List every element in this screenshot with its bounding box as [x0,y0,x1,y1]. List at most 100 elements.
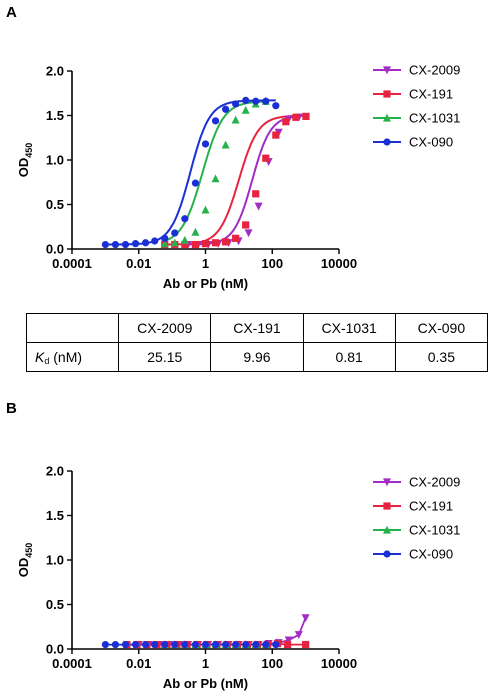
data-point-cx090 [242,96,250,104]
y-tick-label: 1.0 [46,153,64,168]
data-point-cx090 [232,100,240,108]
x-tick-label: 10000 [321,656,357,671]
data-point-cx191 [272,131,280,139]
legend-label-cx090: CX-090 [409,135,453,150]
legend-label-cx1031: CX-1031 [409,111,460,126]
legend-label-cx191: CX-191 [409,499,453,514]
data-point-cx090 [111,240,120,249]
data-point-cx090 [131,640,140,649]
x-tick-label: 0.01 [126,656,151,671]
data-point-cx090 [242,640,250,649]
data-point-cx2009 [294,631,303,639]
kd-value-cx2009: 25.15 [118,342,212,372]
data-point-cx2009 [244,229,253,238]
data-point-cx090 [252,97,260,105]
data-point-cx090 [161,640,169,649]
data-point-cx1031 [221,140,230,149]
x-tick-label: 100 [261,656,283,671]
legend-marker-cx191 [383,502,391,510]
legend-marker-cx1031 [383,113,391,122]
kd-row-label: Kd (nM) [25,342,120,372]
data-point-cx1031 [170,238,179,247]
data-point-cx2009 [284,636,293,645]
data-point-cx191 [283,640,292,649]
data-point-cx090 [171,229,179,237]
kd-header-cx191: CX-191 [210,313,304,343]
data-point-cx1031 [160,239,169,248]
kd-table-corner [25,313,120,343]
x-axis-label: Ab or Pb (nM) [163,276,248,291]
y-tick-label: 0.5 [46,197,64,212]
data-point-cx1031 [211,174,220,183]
data-point-cx090 [141,239,150,247]
x-tick-label: 0.0001 [52,656,92,671]
y-axis-label: OD450 [16,543,34,578]
data-point-cx090 [272,640,280,649]
data-point-cx191 [302,640,310,649]
x-tick-label: 0.0001 [52,256,92,271]
kd-table-value-row: Kd (nM) 25.15 9.96 0.81 0.35 [25,342,489,372]
data-point-cx090 [151,237,159,245]
data-point-cx1031 [180,235,189,244]
fit-curve-cx191 [164,114,306,246]
data-point-cx090 [221,105,230,113]
data-point-cx2009 [254,202,263,211]
data-point-cx090 [181,640,189,649]
y-axis-label-subscript: 450 [24,143,34,158]
data-point-cx191 [282,118,290,126]
data-point-cx090 [171,640,179,649]
kd-value-cx1031: 0.81 [302,342,396,372]
kd-value-cx090: 0.35 [394,342,489,372]
data-point-cx2009 [301,614,310,623]
y-tick-label: 2.0 [46,64,64,79]
legend-marker-cx191 [383,90,391,98]
data-point-cx090 [272,102,280,110]
data-point-cx090 [262,640,270,649]
data-point-cx090 [101,640,109,649]
data-point-cx090 [181,215,189,223]
chart-a: 0.0 0.5 1.0 1.5 2.0 0.0001 0.01 1 100 10000 Ab or … [16,63,460,292]
legend-label-cx191: CX-191 [409,87,453,102]
data-point-cx090 [121,240,130,249]
legend-marker-cx2009 [383,66,391,75]
data-point-cx090 [232,640,240,649]
legend-marker-cx1031 [383,525,391,534]
y-tick-label: 0.5 [46,597,64,612]
data-point-cx090 [101,240,109,249]
data-point-cx090 [211,640,220,649]
y-axis-label-main: OD [16,558,31,578]
x-tick-label: 0.01 [126,256,151,271]
data-point-cx191 [252,190,260,198]
y-tick-label: 0.0 [46,242,64,257]
panel-label-a: A [6,4,17,21]
data-point-cx090 [111,640,120,649]
fit-curve-cx090 [105,99,276,246]
data-point-cx191 [262,154,270,162]
data-point-cx090 [121,640,130,649]
x-tick-label: 1 [202,656,209,671]
kd-subscript: d [44,355,50,366]
kd-unit: (nM) [49,348,83,365]
data-point-cx090 [262,97,270,105]
y-tick-label: 1.0 [46,553,64,568]
panel-label-b: B [6,400,17,417]
data-point-cx090 [141,640,150,649]
kd-header-cx090: CX-090 [394,313,489,343]
kd-table: CX-2009 CX-191 CX-1031 CX-090 Kd (nM) 25… [25,313,489,372]
kd-header-cx2009: CX-2009 [118,313,212,343]
y-tick-label: 1.5 [46,508,64,523]
data-point-cx191 [201,240,210,248]
legend-label-cx2009: CX-2009 [409,475,460,490]
legend-marker-cx2009 [383,478,391,487]
kd-value-cx191: 9.96 [210,342,304,372]
data-point-cx090 [191,640,200,649]
data-point-cx191 [211,239,220,247]
data-point-cx090 [161,234,169,242]
data-point-cx090 [252,640,260,649]
x-tick-label: 100 [261,256,283,271]
y-tick-label: 2.0 [46,464,64,479]
kd-header-cx1031: CX-1031 [302,313,396,343]
legend-label-cx2009: CX-2009 [409,63,460,78]
legend-label-cx1031: CX-1031 [409,523,460,538]
data-point-cx090 [131,240,140,248]
